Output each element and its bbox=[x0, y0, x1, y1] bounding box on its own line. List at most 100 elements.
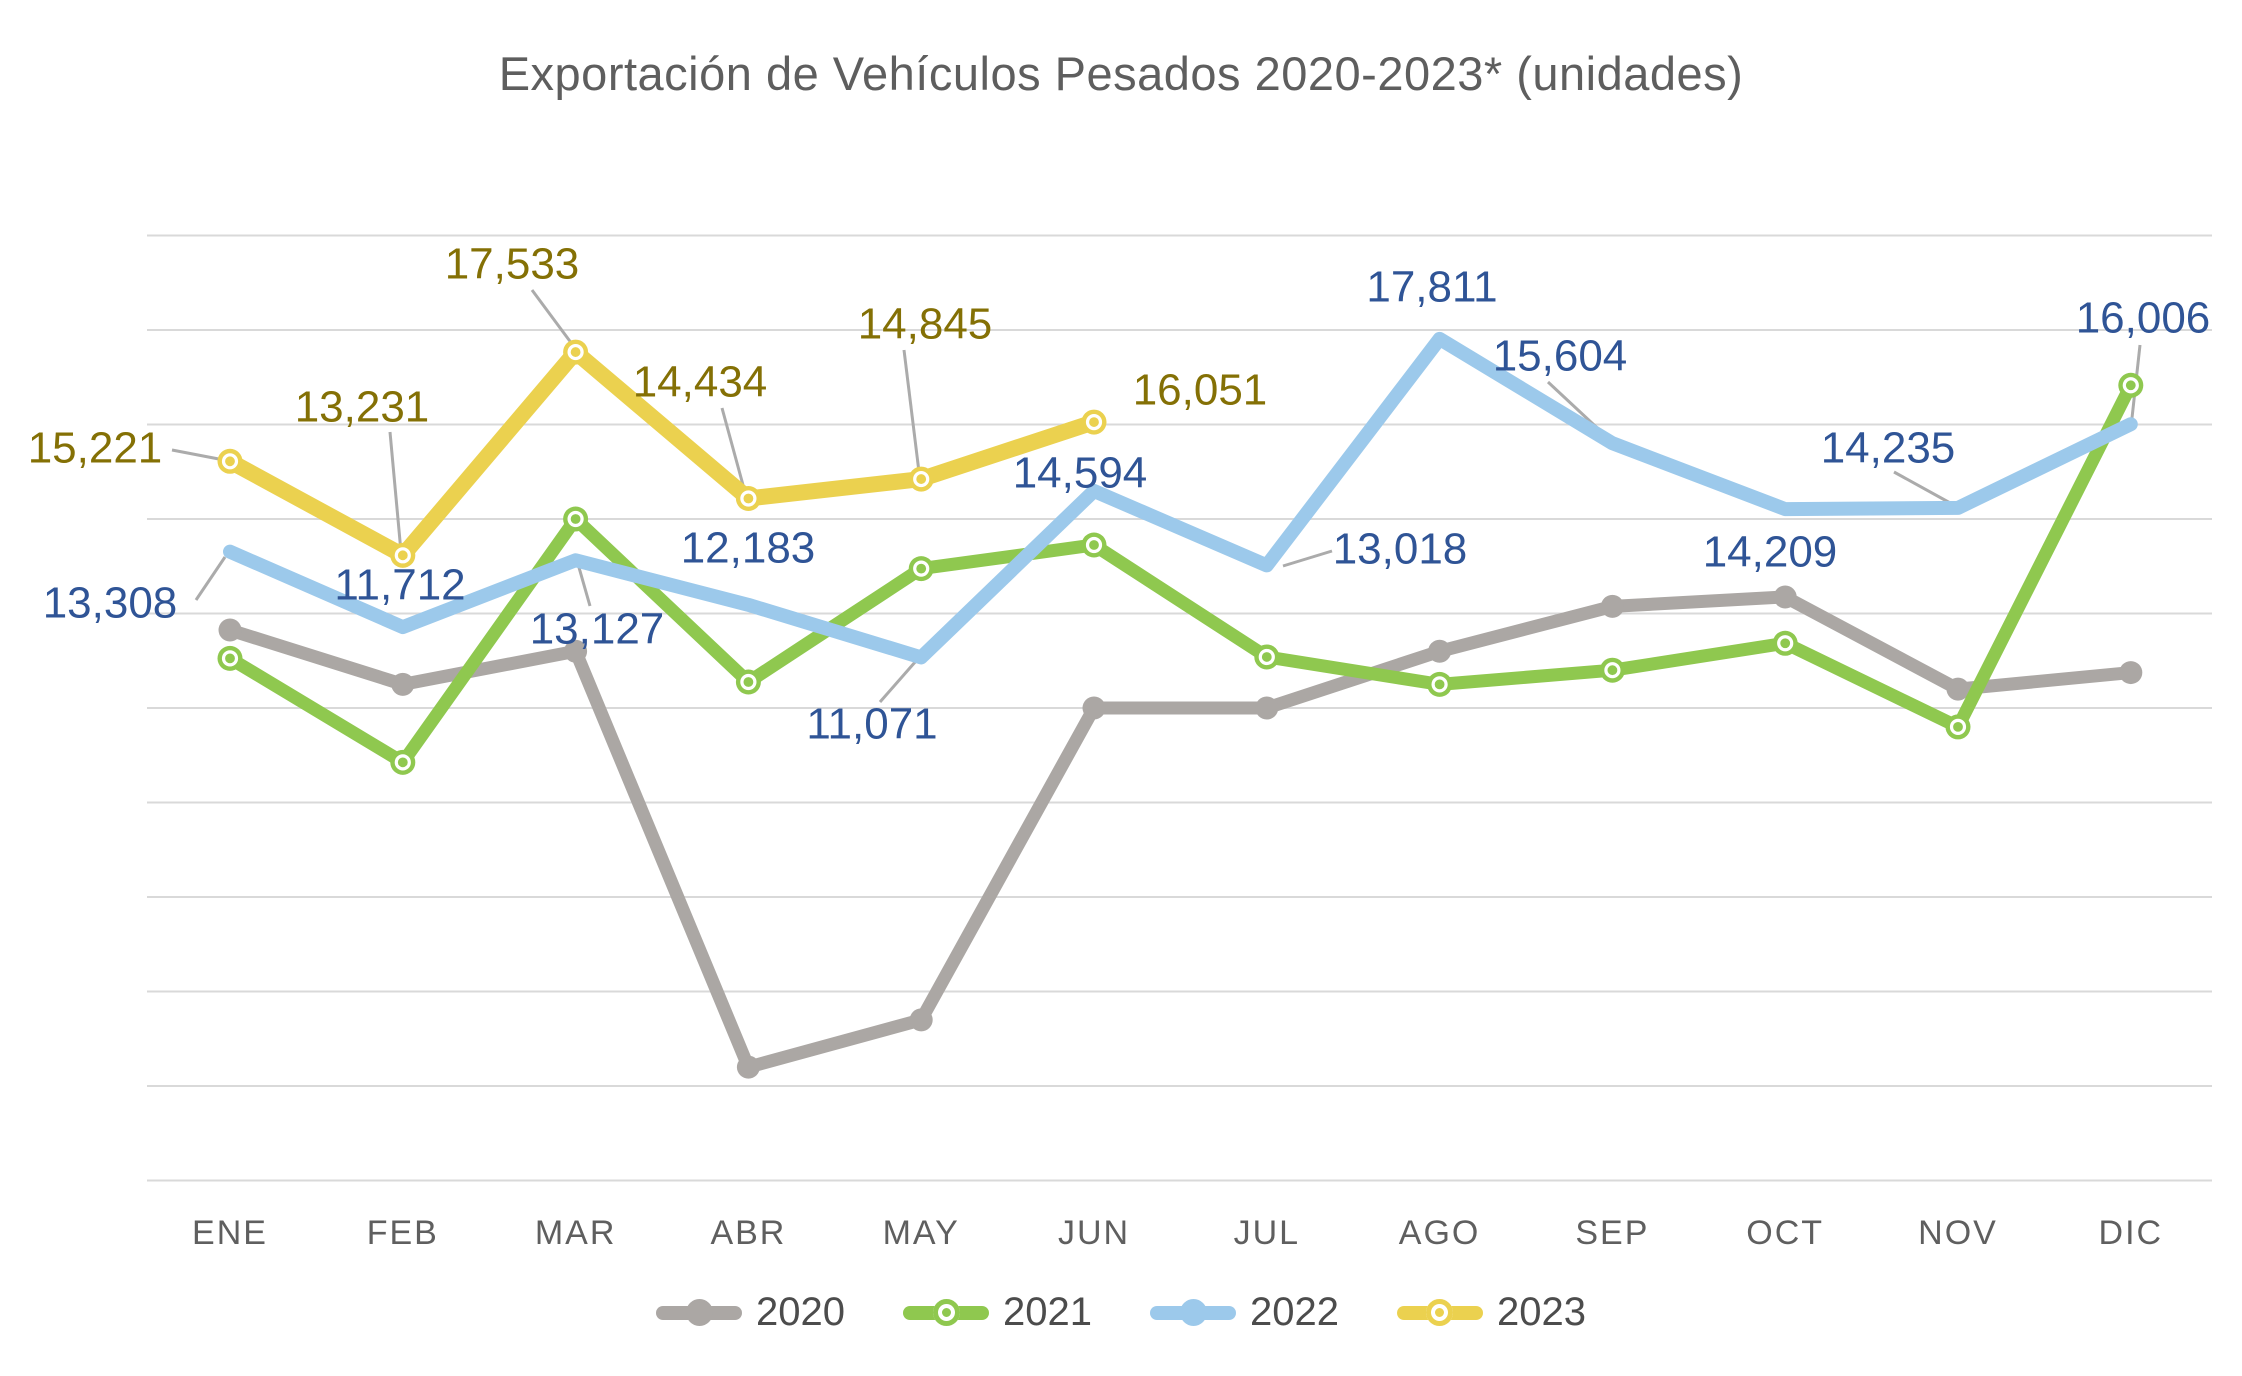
data-label: 14,434 bbox=[633, 358, 768, 407]
legend-label: 2022 bbox=[1250, 1290, 1339, 1334]
marker-ring-2021 bbox=[1085, 536, 1103, 554]
label-leader-line bbox=[194, 556, 227, 601]
data-label: 16,051 bbox=[1133, 366, 1268, 415]
data-label: 13,231 bbox=[295, 383, 430, 432]
series-line-2021 bbox=[223, 378, 2138, 769]
data-label: 14,594 bbox=[1013, 449, 1148, 498]
marker-2020 bbox=[736, 1055, 760, 1079]
marker-2021 bbox=[735, 669, 761, 695]
label-leader-line bbox=[576, 563, 592, 607]
data-label: 15,604 bbox=[1493, 332, 1628, 381]
legend-swatch bbox=[1396, 1299, 1483, 1326]
x-axis-label-may: MAY bbox=[883, 1214, 960, 1252]
marker-2021 bbox=[1772, 630, 1798, 656]
legend-marker-icon bbox=[932, 1299, 960, 1326]
marker-ring-2021 bbox=[221, 650, 239, 667]
marker-2020 bbox=[1600, 594, 1624, 618]
marker-ring-2023 bbox=[913, 470, 930, 488]
label-leader-line bbox=[878, 660, 918, 703]
marker-ring-2021 bbox=[394, 754, 411, 771]
marker-2020 bbox=[2119, 661, 2143, 685]
legend-label: 2020 bbox=[756, 1290, 846, 1334]
marker-ring-2021 bbox=[740, 673, 757, 691]
legend-marker-icon bbox=[685, 1299, 713, 1326]
marker-2021 bbox=[1427, 671, 1453, 697]
marker-2021 bbox=[2118, 372, 2144, 398]
x-axis-label-dic: DIC bbox=[2099, 1214, 2164, 1252]
marker-2020 bbox=[1946, 677, 1970, 701]
marker-2021 bbox=[563, 506, 589, 532]
label-leader-line bbox=[171, 448, 225, 462]
marker-2021 bbox=[1254, 644, 1280, 670]
label-leader-line bbox=[530, 289, 574, 345]
data-label: 13,308 bbox=[43, 579, 178, 628]
x-axis-label-mar: MAR bbox=[535, 1214, 617, 1252]
marker-ring-2023 bbox=[1085, 413, 1103, 431]
legend-label: 2021 bbox=[1003, 1290, 1092, 1334]
marker-ring-2023 bbox=[394, 547, 411, 564]
label-leader-line bbox=[1282, 549, 1333, 568]
series-line-2023 bbox=[222, 344, 1102, 564]
label-leader-line bbox=[1893, 470, 1953, 506]
series-line-2022 bbox=[223, 331, 2138, 665]
data-label: 11,712 bbox=[334, 561, 465, 610]
marker-2023 bbox=[1081, 409, 1107, 435]
marker-ring-2021 bbox=[567, 510, 584, 528]
data-label: 12,183 bbox=[681, 524, 816, 573]
marker-2020 bbox=[564, 639, 588, 663]
x-axis-label-feb: FEB bbox=[367, 1214, 439, 1252]
legend-label: 2023 bbox=[1496, 1290, 1586, 1334]
marker-ring-2021 bbox=[913, 560, 930, 577]
marker-ring-2021 bbox=[1258, 648, 1275, 666]
x-axis-label-abr: ABR bbox=[710, 1214, 786, 1252]
data-label: 14,845 bbox=[858, 300, 993, 349]
chart-legend: 2020 2021 2022 2023 bbox=[0, 1290, 2242, 1335]
chart-title: Exportación de Vehículos Pesados 2020-20… bbox=[498, 47, 1744, 100]
data-label: 11,071 bbox=[806, 700, 937, 749]
legend-swatch bbox=[903, 1299, 990, 1326]
data-label: 16,006 bbox=[2076, 294, 2211, 343]
marker-2023 bbox=[563, 339, 589, 365]
marker-2023 bbox=[390, 542, 416, 568]
legend-item-2021: 2021 bbox=[903, 1290, 1092, 1335]
legend-item-2023: 2023 bbox=[1396, 1290, 1586, 1335]
marker-2021 bbox=[908, 556, 934, 582]
legend-item-2020: 2020 bbox=[656, 1290, 845, 1335]
legend-swatch bbox=[1150, 1299, 1236, 1326]
data-label: 14,209 bbox=[1703, 528, 1838, 577]
marker-ring-2021 bbox=[1949, 718, 1967, 736]
x-axis-label-jul: JUL bbox=[1234, 1214, 1300, 1252]
marker-2020 bbox=[218, 618, 242, 642]
marker-2020 bbox=[1082, 696, 1106, 720]
marker-2021 bbox=[1945, 714, 1971, 740]
legend-marker-icon bbox=[1179, 1299, 1207, 1326]
marker-2020 bbox=[1773, 585, 1797, 609]
marker-2020 bbox=[1428, 639, 1452, 663]
marker-2021 bbox=[1081, 532, 1107, 558]
x-axis-label-ago: AGO bbox=[1399, 1214, 1481, 1252]
marker-ring-2021 bbox=[1777, 635, 1794, 652]
marker-ring-2021 bbox=[2122, 377, 2139, 394]
marker-ring-2023 bbox=[740, 490, 757, 507]
marker-2023 bbox=[735, 485, 761, 511]
legend-item-2022: 2022 bbox=[1150, 1290, 1339, 1335]
marker-ring-2023 bbox=[221, 453, 239, 470]
marker-2021 bbox=[1599, 657, 1625, 683]
data-label: 17,533 bbox=[445, 240, 580, 289]
marker-2020 bbox=[909, 1008, 933, 1032]
marker-2023 bbox=[217, 448, 243, 474]
legend-swatch bbox=[656, 1299, 743, 1326]
x-axis-label-sep: SEP bbox=[1575, 1214, 1649, 1252]
data-label: 13,127 bbox=[530, 605, 665, 654]
x-axis-label-ene: ENE bbox=[192, 1214, 268, 1252]
data-label: 13,018 bbox=[1333, 525, 1468, 574]
marker-2021 bbox=[390, 749, 416, 775]
series-line-2020 bbox=[223, 590, 2138, 1074]
marker-ring-2021 bbox=[1604, 662, 1621, 679]
data-label: 15,221 bbox=[28, 424, 163, 473]
label-leader-line bbox=[902, 349, 921, 473]
x-axis-label-nov: NOV bbox=[1918, 1214, 1998, 1252]
data-label: 14,235 bbox=[1821, 424, 1956, 473]
x-axis-label-oct: OCT bbox=[1746, 1214, 1824, 1252]
